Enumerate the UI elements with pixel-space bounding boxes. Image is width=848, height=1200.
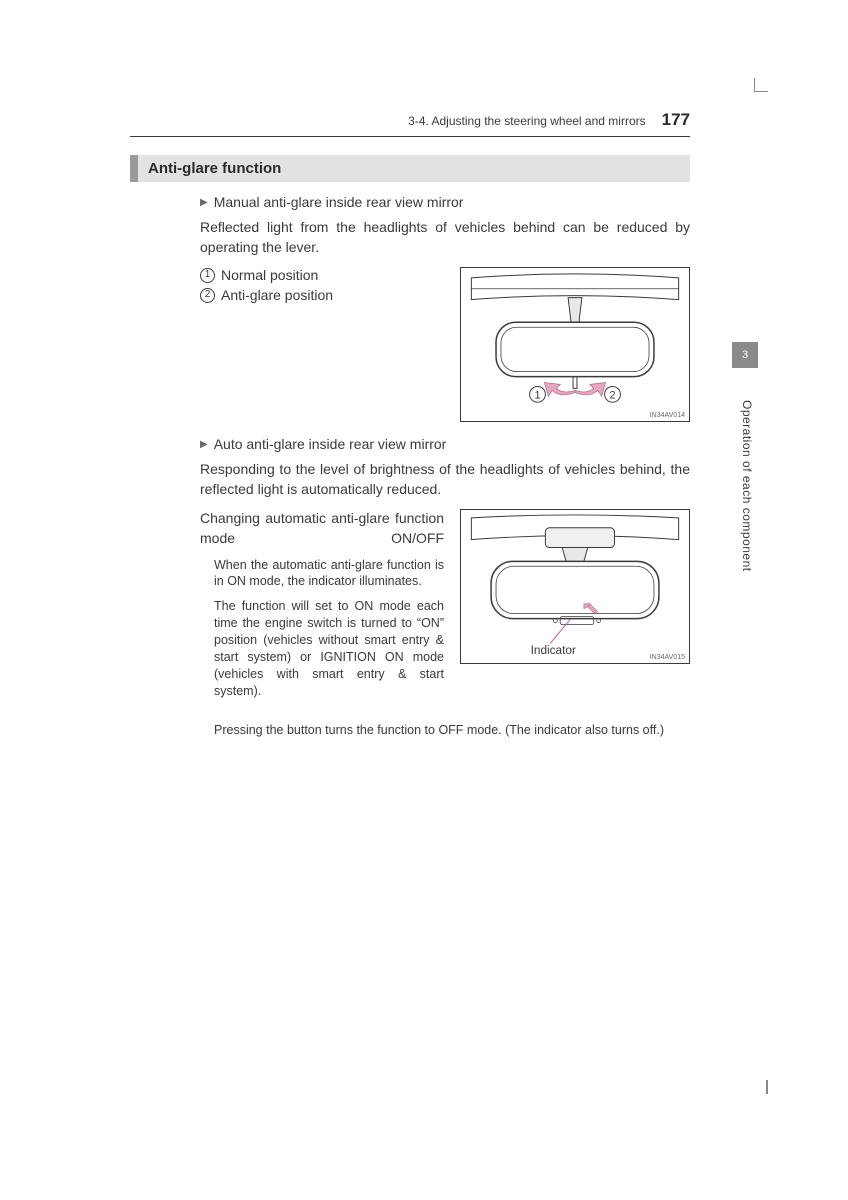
list-item: 2 Anti-glare position (200, 287, 444, 303)
item1-label: Normal position (221, 267, 318, 283)
callout-2: 2 (609, 389, 615, 401)
auto-body: Responding to the level of brightness of… (200, 460, 690, 499)
manual-heading: ▶ Manual anti-glare inside rear view mir… (200, 194, 690, 210)
auto-diagram-wrap: Indicator IN34AV015 (460, 509, 690, 664)
page-content: 3-4. Adjusting the steering wheel and mi… (130, 110, 690, 746)
section-breadcrumb: 3-4. Adjusting the steering wheel and mi… (408, 114, 645, 128)
manual-list: 1 Normal position 2 Anti-glare position (200, 267, 444, 307)
crop-mark (766, 1080, 768, 1094)
callout-1: 1 (534, 389, 540, 401)
chapter-label: Operation of each component (740, 400, 754, 572)
diagram-code: IN34AV014 (650, 412, 685, 419)
crop-mark (754, 78, 768, 92)
func-heading: Changing automatic anti-glare function m… (200, 509, 444, 548)
circled-number-icon: 2 (200, 288, 215, 303)
list-item: 1 Normal position (200, 267, 444, 283)
triangle-icon: ▶ (200, 197, 208, 208)
mirror-svg-icon: 1 2 (461, 268, 689, 421)
auto-mirror-diagram: Indicator IN34AV015 (460, 509, 690, 664)
auto-left-col: Changing automatic anti-glare function m… (200, 509, 444, 707)
page-header: 3-4. Adjusting the steering wheel and mi… (130, 110, 690, 130)
auto-note3: Pressing the button turns the function t… (214, 722, 690, 739)
chapter-number: 3 (742, 349, 748, 361)
auto-note1: When the automatic anti-glare function i… (214, 557, 444, 591)
auto-heading: ▶ Auto anti-glare inside rear view mirro… (200, 436, 690, 452)
auto-two-col: Changing automatic anti-glare function m… (200, 509, 690, 707)
page-number: 177 (662, 110, 690, 130)
triangle-icon: ▶ (200, 439, 208, 450)
indicator-label: Indicator (531, 643, 576, 657)
header-rule (130, 136, 690, 137)
diagram-code: IN34AV015 (650, 654, 685, 661)
auto-heading-text: Auto anti-glare inside rear view mirror (214, 436, 447, 452)
manual-mirror-block: ▶ Manual anti-glare inside rear view mir… (130, 194, 690, 422)
manual-body: Reflected light from the headlights of v… (200, 218, 690, 257)
auto-note3-wrap: Pressing the button turns the function t… (130, 722, 690, 739)
auto-mirror-block: ▶ Auto anti-glare inside rear view mirro… (130, 436, 690, 707)
auto-note2: The function will set to ON mode each ti… (214, 598, 444, 699)
mirror-svg-icon: Indicator (461, 510, 689, 663)
circled-number-icon: 1 (200, 268, 215, 283)
section-title: Anti-glare function (130, 155, 690, 182)
chapter-tab: 3 (732, 342, 758, 368)
auto-notes: When the automatic anti-glare function i… (200, 557, 444, 700)
manual-diagram-wrap: 1 2 IN34AV014 (460, 267, 690, 422)
manual-heading-text: Manual anti-glare inside rear view mirro… (214, 194, 464, 210)
manual-two-col: 1 Normal position 2 Anti-glare position (200, 267, 690, 422)
manual-mirror-diagram: 1 2 IN34AV014 (460, 267, 690, 422)
item2-label: Anti-glare position (221, 287, 333, 303)
